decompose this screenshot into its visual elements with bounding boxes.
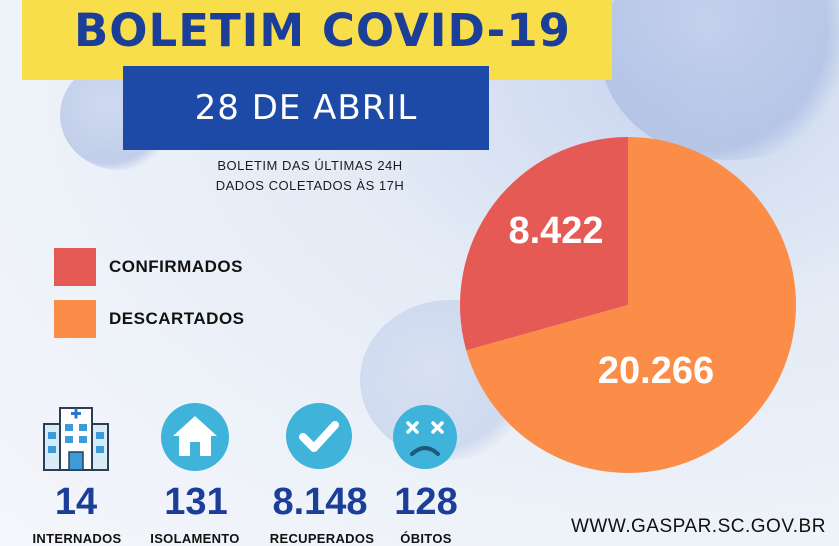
- website-link[interactable]: WWW.GASPAR.SC.GOV.BR: [571, 516, 826, 537]
- date-banner: 28 DE ABRIL: [123, 66, 489, 150]
- pie-slice-confirmados: [459, 137, 628, 351]
- bulletin-date: 28 DE ABRIL: [194, 88, 418, 128]
- stat-value-obitos: 128: [394, 481, 458, 523]
- page-title: BOLETIM COVID-19: [74, 4, 571, 57]
- house-icon: [161, 403, 229, 471]
- checkmark-icon: [286, 403, 352, 469]
- stat-label-internados: INTERNADOS: [32, 531, 122, 546]
- stat-label-obitos: ÓBITOS: [400, 531, 452, 546]
- dead-face-icon: [393, 405, 457, 469]
- hospital-icon: [43, 407, 109, 471]
- pie-slice-descartados: [466, 137, 796, 473]
- pie-label-descartados: 20.266: [598, 350, 714, 392]
- stat-label-recuperados: RECUPERADOS: [269, 531, 375, 546]
- subtitle-line-2: DADOS COLETADOS ÀS 17H: [215, 178, 405, 193]
- legend-swatch-descartados: [54, 300, 96, 338]
- legend-label-confirmados: CONFIRMADOS: [109, 257, 243, 276]
- pie-label-confirmados: 8.422: [508, 210, 603, 252]
- legend-swatch-confirmados: [54, 248, 96, 286]
- legend-label-descartados: DESCARTADOS: [109, 309, 245, 328]
- stat-value-internados: 14: [54, 481, 98, 523]
- stat-value-isolamento: 131: [164, 481, 228, 523]
- title-banner: BOLETIM COVID-19: [22, 0, 612, 80]
- subtitle-line-1: BOLETIM DAS ÚLTIMAS 24H: [217, 158, 403, 173]
- stat-label-isolamento: ISOLAMENTO: [150, 531, 240, 546]
- stat-value-recuperados: 8.148: [272, 481, 368, 523]
